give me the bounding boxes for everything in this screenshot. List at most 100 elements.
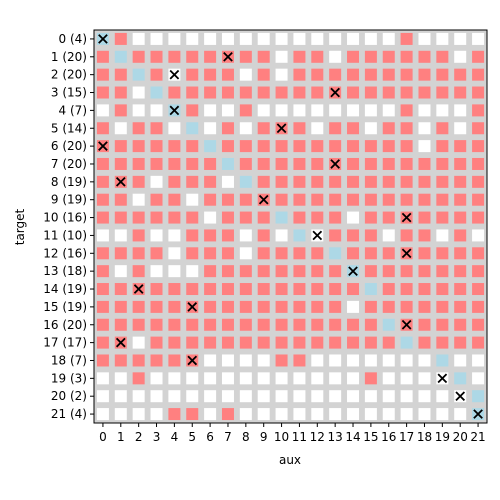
- heatmap-cell: [257, 104, 270, 117]
- heatmap-cell: [400, 157, 413, 170]
- heatmap-cell: [132, 140, 145, 153]
- heatmap-cell: [382, 211, 395, 224]
- heatmap-cell: [221, 408, 234, 421]
- heatmap-cell: [454, 408, 467, 421]
- y-tick-label: 19 (3): [51, 371, 87, 385]
- heatmap-cell: [311, 86, 324, 99]
- heatmap-cell: [436, 50, 449, 63]
- heatmap-cell: [275, 283, 288, 296]
- heatmap-cell: [311, 336, 324, 349]
- heatmap-cell: [150, 354, 163, 367]
- heatmap-cell: [400, 175, 413, 188]
- heatmap-cell: [293, 86, 306, 99]
- heatmap-cell: [293, 193, 306, 206]
- heatmap-cell: [311, 193, 324, 206]
- heatmap-cell: [150, 122, 163, 135]
- heatmap-cell: [454, 283, 467, 296]
- x-tick-label: 9: [260, 430, 268, 444]
- x-tick-label: 12: [310, 430, 325, 444]
- heatmap-cell: [400, 140, 413, 153]
- heatmap-cell: [454, 86, 467, 99]
- heatmap-cell: [400, 372, 413, 385]
- heatmap-cell: [472, 354, 485, 367]
- heatmap-cell: [150, 32, 163, 45]
- heatmap-cell: [96, 193, 109, 206]
- heatmap-cell: [311, 318, 324, 331]
- heatmap-cell: [186, 175, 199, 188]
- heatmap-cell: [364, 408, 377, 421]
- heatmap-cell: [150, 104, 163, 117]
- heatmap-cell: [257, 175, 270, 188]
- heatmap-cell: [454, 157, 467, 170]
- x-tick-label: 3: [153, 430, 161, 444]
- heatmap-cell: [418, 140, 431, 153]
- heatmap-cell: [150, 336, 163, 349]
- heatmap-cell: [168, 175, 181, 188]
- heatmap-cell: [204, 390, 217, 403]
- heatmap-cell: [347, 211, 360, 224]
- x-tick-label: 8: [242, 430, 250, 444]
- heatmap-cell: [347, 390, 360, 403]
- heatmap-cell: [293, 175, 306, 188]
- heatmap-cell: [329, 175, 342, 188]
- heatmap-cell: [150, 140, 163, 153]
- heatmap-cell: [472, 283, 485, 296]
- heatmap-cell: [150, 408, 163, 421]
- heatmap-cell: [275, 408, 288, 421]
- heatmap-cell: [382, 229, 395, 242]
- heatmap-cell: [204, 68, 217, 81]
- heatmap-cell: [150, 265, 163, 278]
- heatmap-cell: [257, 318, 270, 331]
- heatmap-cell: [400, 86, 413, 99]
- heatmap-cell: [454, 372, 467, 385]
- heatmap-cell: [311, 32, 324, 45]
- x-tick-label: 0: [99, 430, 107, 444]
- x-mark: [133, 284, 144, 294]
- heatmap-cell: [364, 354, 377, 367]
- x-mark: [401, 212, 412, 223]
- x-tick-label: 4: [171, 430, 179, 444]
- y-tick-label: 0 (4): [59, 32, 87, 46]
- x-tick-label: 5: [188, 430, 196, 444]
- heatmap-cell: [472, 229, 485, 242]
- y-tick-label: 12 (16): [43, 246, 87, 260]
- heatmap-cell: [454, 193, 467, 206]
- heatmap-cell: [293, 211, 306, 224]
- heatmap-cell: [204, 408, 217, 421]
- heatmap-cell: [168, 372, 181, 385]
- heatmap-cell: [364, 157, 377, 170]
- heatmap-cell: [400, 122, 413, 135]
- heatmap-cell: [114, 372, 127, 385]
- heatmap-cell: [204, 32, 217, 45]
- heatmap-cell: [275, 86, 288, 99]
- heatmap-cell: [132, 408, 145, 421]
- heatmap-cell: [436, 175, 449, 188]
- heatmap-cell: [472, 68, 485, 81]
- heatmap-cell: [96, 300, 109, 313]
- heatmap-cell: [114, 50, 127, 63]
- heatmap-cell: [204, 211, 217, 224]
- heatmap-cell: [364, 300, 377, 313]
- y-tick-label: 8 (19): [51, 175, 87, 189]
- x-tick-label: 13: [328, 430, 343, 444]
- heatmap-cell: [293, 50, 306, 63]
- heatmap-cell: [186, 265, 199, 278]
- x-mark: [115, 177, 126, 187]
- heatmap-cell: [204, 122, 217, 135]
- heatmap-cell: [239, 104, 252, 117]
- heatmap-cell: [329, 300, 342, 313]
- heatmap-cell: [221, 122, 234, 135]
- heatmap-cell: [400, 193, 413, 206]
- heatmap-cell: [221, 140, 234, 153]
- heatmap-cell: [436, 336, 449, 349]
- heatmap-cell: [132, 336, 145, 349]
- heatmap-cell: [311, 300, 324, 313]
- x-mark: [169, 69, 180, 80]
- heatmap-cell: [311, 372, 324, 385]
- heatmap-cell: [400, 50, 413, 63]
- heatmap-cell: [204, 229, 217, 242]
- x-tick-label: 18: [417, 430, 432, 444]
- heatmap-cell: [132, 193, 145, 206]
- heatmap-cell: [96, 175, 109, 188]
- heatmap-cell: [347, 229, 360, 242]
